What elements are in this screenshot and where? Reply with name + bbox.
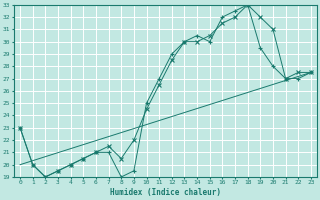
X-axis label: Humidex (Indice chaleur): Humidex (Indice chaleur) xyxy=(110,188,221,197)
